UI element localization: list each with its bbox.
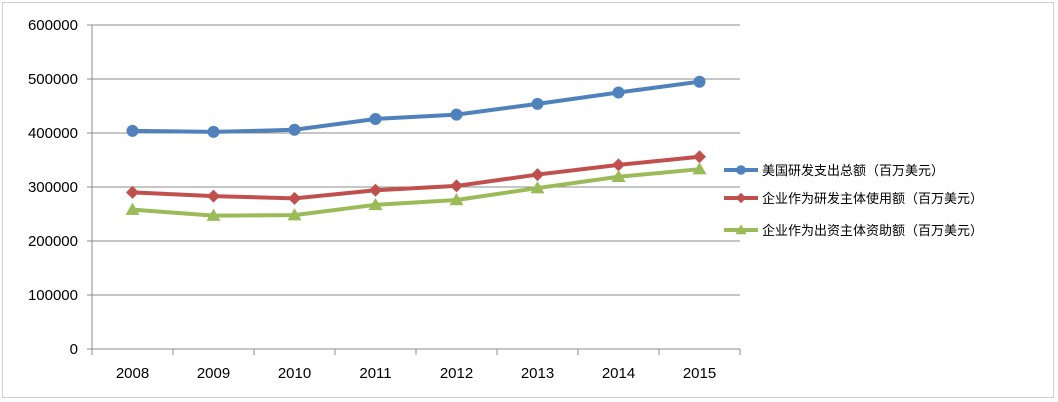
x-tick-label: 2011 [359, 365, 391, 382]
data-point [369, 112, 382, 125]
x-tick-label: 2008 [116, 365, 149, 382]
legend-item-3: 企业作为出资主体资助额（百万美元） [724, 223, 983, 239]
series-line [130, 154, 702, 201]
series-lines [125, 75, 707, 221]
legend-marker [736, 165, 746, 175]
data-point [611, 169, 626, 182]
legend-label: 企业作为出资主体资助额（百万美元） [762, 223, 983, 239]
legend-item-1: 美国研发支出总额（百万美元） [724, 163, 944, 179]
y-tick-label: 200000 [28, 233, 78, 250]
data-point [207, 125, 220, 138]
series-3 [125, 162, 707, 221]
data-point [693, 150, 706, 164]
series-line [130, 167, 702, 218]
legend-label: 企业作为研发主体使用额（百万美元） [762, 191, 983, 207]
data-point [288, 123, 301, 136]
series-line [130, 79, 702, 134]
data-point [531, 97, 544, 110]
legend: 美国研发支出总额（百万美元） 企业作为研发主体使用额（百万美元） 企业作为出资主体资… [724, 163, 983, 239]
data-point [531, 168, 544, 182]
x-tick-label: 2012 [440, 365, 473, 382]
x-tick-label: 2013 [521, 365, 554, 382]
data-point [368, 197, 383, 211]
data-point [530, 181, 545, 194]
data-point [692, 162, 707, 175]
data-point [449, 192, 464, 206]
data-point [126, 185, 139, 199]
data-point [612, 86, 625, 99]
y-tick-label: 0 [70, 341, 78, 358]
chart-frame [2, 2, 1054, 398]
data-point [450, 108, 463, 121]
x-tick-label: 2014 [602, 365, 635, 382]
data-point [126, 124, 139, 137]
series-2 [126, 150, 706, 205]
x-axis: 2008 2009 2010 2011 2012 2013 2014 2015 [91, 348, 741, 382]
legend-marker [735, 224, 747, 235]
data-point [207, 189, 220, 203]
y-axis-ticks: 0 100000 200000 300000 400000 500000 600000 [28, 17, 92, 358]
data-point [693, 75, 706, 88]
data-point [288, 191, 301, 205]
data-point [125, 202, 140, 215]
x-tick-label: 2010 [278, 365, 311, 382]
data-point [612, 158, 625, 172]
data-point [369, 183, 382, 197]
data-point [287, 208, 302, 221]
series-1 [126, 75, 706, 138]
legend-marker [735, 192, 747, 204]
y-tick-label: 600000 [28, 17, 78, 34]
y-tick-label: 400000 [28, 125, 78, 142]
y-tick-label: 300000 [28, 179, 78, 196]
legend-item-2: 企业作为研发主体使用额（百万美元） [724, 191, 983, 207]
y-tick-label: 500000 [28, 71, 78, 88]
legend-label: 美国研发支出总额（百万美元） [762, 163, 944, 179]
y-tick-label: 100000 [28, 287, 78, 304]
x-tick-label: 2015 [683, 365, 716, 382]
data-point [450, 179, 463, 193]
data-point [206, 208, 221, 221]
x-tick-label: 2009 [197, 365, 230, 382]
